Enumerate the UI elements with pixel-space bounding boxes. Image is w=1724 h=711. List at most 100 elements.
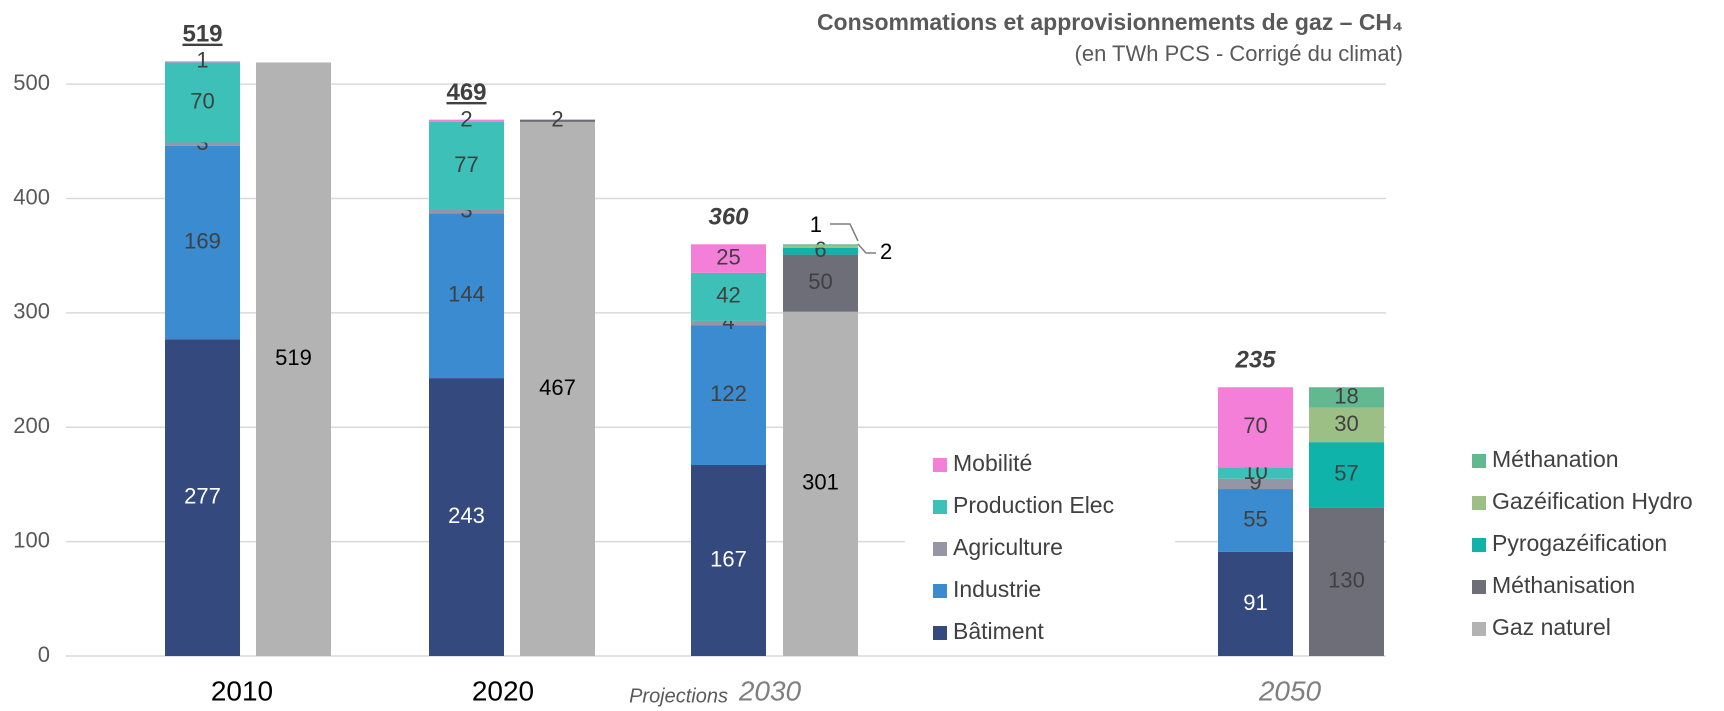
data-label: 169 — [184, 228, 221, 253]
leader-line — [830, 223, 859, 242]
y-tick-label: 500 — [13, 70, 50, 95]
bar-segment — [1218, 387, 1293, 468]
data-label: 243 — [448, 503, 485, 528]
legend-label: Gazéification Hydro — [1492, 488, 1693, 514]
y-tick-label: 100 — [13, 527, 50, 552]
bar-segment — [429, 378, 504, 656]
legend-swatch — [933, 458, 947, 472]
x-tick-label: 2050 — [1258, 675, 1322, 706]
bar-segment — [1218, 467, 1293, 479]
data-label: 6 — [814, 237, 826, 262]
bar-segment — [783, 311, 858, 656]
chart-title: Consommations et approvisionnements de g… — [817, 9, 1403, 35]
bar-segment — [1309, 442, 1384, 508]
data-label: 42 — [716, 283, 740, 308]
legend-label: Production Elec — [953, 492, 1114, 518]
y-tick-label: 400 — [13, 184, 50, 209]
legend-swatch — [1472, 580, 1486, 594]
total-label: 360 — [708, 204, 749, 231]
data-label: 55 — [1243, 506, 1267, 531]
bar-segment — [165, 142, 240, 146]
legend-swatch — [1472, 538, 1486, 552]
bar-segment — [1218, 551, 1293, 656]
data-label: 30 — [1334, 411, 1358, 436]
bar-segment — [1218, 478, 1293, 490]
bar-segment — [1309, 407, 1384, 443]
data-label: 18 — [1334, 383, 1358, 408]
data-label: 2 — [460, 107, 472, 132]
legend-label: Bâtiment — [953, 618, 1044, 644]
legend-label: Méthanisation — [1492, 572, 1635, 598]
data-label: 167 — [710, 546, 747, 571]
data-label: 57 — [1334, 461, 1358, 486]
data-label: 70 — [1243, 413, 1267, 438]
legend-label: Mobilité — [953, 450, 1032, 476]
bar-segment — [783, 254, 858, 312]
x-tick-label: 2020 — [472, 675, 534, 706]
legend-swatch — [1472, 496, 1486, 510]
data-label: 277 — [184, 483, 221, 508]
bar-segment — [783, 244, 858, 246]
bar-segment — [520, 119, 595, 122]
total-label: 235 — [1234, 347, 1276, 374]
leader-line — [857, 243, 876, 254]
y-tick-label: 200 — [13, 413, 50, 438]
bar-segment — [520, 121, 595, 657]
bar-segment — [429, 119, 504, 122]
bar-segment — [691, 272, 766, 321]
bar-segment — [1309, 387, 1384, 408]
data-label: 77 — [454, 152, 478, 177]
total-label: 469 — [446, 79, 486, 106]
legend-label: Agriculture — [953, 534, 1063, 560]
legend-swatch — [933, 626, 947, 640]
data-label: 70 — [190, 88, 214, 113]
bar-segment — [691, 244, 766, 273]
data-label: 130 — [1328, 567, 1365, 592]
legend-background — [905, 445, 1175, 645]
legend-label: Industrie — [953, 576, 1041, 602]
data-label: 25 — [716, 244, 740, 269]
data-label: 144 — [448, 282, 485, 307]
annotation: Projections — [629, 685, 728, 707]
bar-segment — [165, 61, 240, 63]
legend-label: Pyrogazéification — [1492, 530, 1667, 556]
legend-label: Méthanation — [1492, 446, 1619, 472]
x-tick-label: 2010 — [211, 675, 273, 706]
data-label: 519 — [275, 345, 312, 370]
x-tick-label: 2030 — [738, 675, 802, 706]
total-label: 519 — [182, 21, 222, 48]
chart-subtitle: (en TWh PCS - Corrigé du climat) — [1075, 41, 1403, 66]
data-label: 91 — [1243, 590, 1267, 615]
bar-segment — [691, 325, 766, 466]
data-label: 1 — [196, 48, 208, 73]
y-tick-label: 300 — [13, 299, 50, 324]
bar-segment — [1218, 489, 1293, 552]
data-label: 2 — [551, 107, 563, 132]
bar-segment — [783, 245, 858, 248]
legend-swatch — [933, 584, 947, 598]
bar-segment — [429, 121, 504, 210]
bar-segment — [691, 465, 766, 656]
data-label: 467 — [539, 375, 576, 400]
data-label: 122 — [710, 381, 747, 406]
data-label: 1 — [810, 212, 822, 237]
data-label: 301 — [802, 470, 839, 495]
bar-segment — [429, 209, 504, 214]
bar-segment — [1309, 507, 1384, 656]
data-label: 2 — [880, 239, 892, 264]
bar-segment — [783, 247, 858, 255]
y-tick-label: 0 — [38, 642, 50, 667]
bar-segment — [429, 213, 504, 379]
bar-segment — [165, 339, 240, 656]
bar-segment — [165, 62, 240, 143]
bar-segment — [165, 145, 240, 340]
legend-swatch — [933, 500, 947, 514]
bar-segment — [691, 320, 766, 326]
data-label: 50 — [808, 269, 832, 294]
legend-label: Gaz naturel — [1492, 614, 1611, 640]
bar-segment — [256, 62, 331, 656]
legend-swatch — [1472, 454, 1486, 468]
legend-swatch — [1472, 622, 1486, 636]
legend-swatch — [933, 542, 947, 556]
